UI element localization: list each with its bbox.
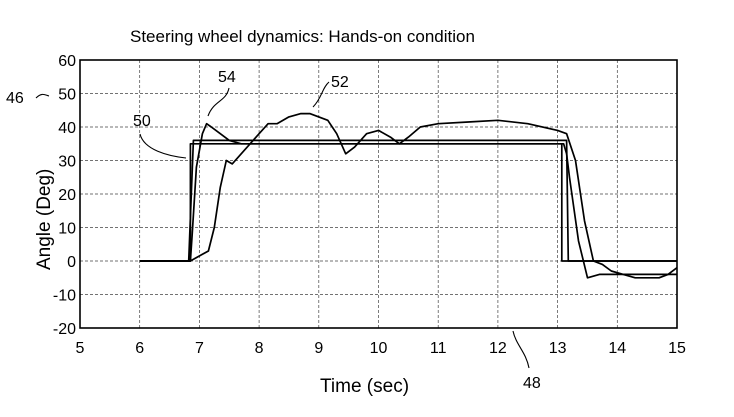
series-50-line [139, 142, 677, 262]
y-tick-label: 40 [58, 120, 76, 137]
annotation-54-leader [207, 87, 230, 117]
x-tick-label: 12 [489, 340, 507, 357]
series-48-line [139, 139, 677, 262]
annotation-54-label: 54 [218, 69, 236, 86]
series-54-line [139, 122, 677, 279]
x-tick-label: 5 [76, 340, 85, 357]
x-tick-label: 6 [135, 340, 144, 357]
y-tick-label: 30 [58, 154, 76, 171]
x-tick-label: 15 [668, 340, 686, 357]
y-tick-label: -10 [53, 288, 76, 305]
y-tick-label: 20 [58, 187, 76, 204]
x-axis-label: Time (sec) [320, 376, 409, 397]
y-tick-label: 10 [58, 221, 76, 238]
series-52-line [139, 112, 678, 279]
x-tick-label: 8 [255, 340, 264, 357]
y-tick-label: 0 [67, 254, 76, 271]
annotation-50-label: 50 [133, 113, 151, 130]
gridlines [80, 60, 677, 328]
x-tick-labels: 5 6 7 8 9 10 11 12 13 14 15 [76, 340, 686, 357]
annotation-52: 52 [312, 74, 349, 108]
annotation-50-leader [139, 133, 187, 159]
x-tick-label: 10 [370, 340, 388, 357]
annotation-48: 48 [512, 330, 541, 392]
chart-title: Steering wheel dynamics: Hands-on condit… [130, 27, 475, 46]
y-tick-label: 60 [58, 53, 76, 70]
y-tick-labels: 60 50 40 30 20 10 0 -10 -20 [53, 53, 76, 338]
annotation-46-label: 46 [6, 90, 24, 107]
annotation-50: 50 [133, 113, 187, 159]
x-tick-label: 7 [195, 340, 204, 357]
y-axis-label: Angle (Deg) [34, 169, 55, 270]
annotation-46-leader [35, 93, 50, 99]
x-tick-label: 14 [608, 340, 626, 357]
annotation-52-leader [312, 81, 330, 108]
y-tick-label: -20 [53, 321, 76, 338]
x-tick-label: 13 [549, 340, 567, 357]
annotation-52-label: 52 [331, 74, 349, 91]
x-tick-label: 9 [314, 340, 323, 357]
annotation-48-leader [512, 330, 530, 369]
annotation-46: 46 [6, 90, 50, 107]
annotation-48-label: 48 [523, 375, 541, 392]
x-tick-label: 11 [430, 340, 447, 357]
y-tick-label: 50 [58, 87, 76, 104]
annotation-54: 54 [207, 69, 236, 117]
series-group [139, 112, 678, 279]
plot-frame [79, 59, 678, 329]
